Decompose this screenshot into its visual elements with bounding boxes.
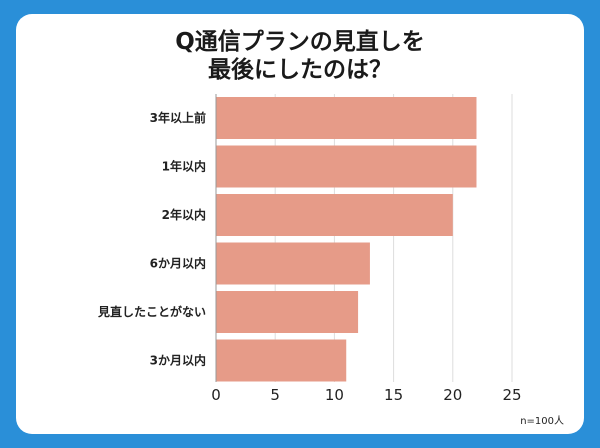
bar-5 [216, 339, 347, 382]
category-label-1: 1年以内 [162, 159, 206, 174]
x-tick-label-3: 15 [384, 386, 403, 404]
bar-2 [216, 194, 453, 236]
bar-3 [216, 242, 370, 285]
x-tick-label-4: 20 [443, 386, 462, 404]
category-label-5: 3か月以内 [150, 353, 206, 368]
sample-size-note: n=100人 [520, 416, 564, 427]
x-tick-label-0: 0 [211, 386, 221, 404]
chart-title: Q通信プランの見直しを 最後にしたのは？ [16, 28, 584, 84]
x-tick-label-5: 25 [502, 386, 521, 404]
bar-1 [216, 145, 477, 188]
category-label-4: 見直したことがない [97, 304, 206, 319]
category-label-0: 3年以上前 [150, 110, 206, 125]
chart-title-line-2: 最後にしたのは？ [208, 57, 392, 83]
bar-4 [216, 291, 359, 333]
chart-title-line-1: Q通信プランの見直しを [175, 29, 425, 55]
category-label-3: 6か月以内 [150, 256, 206, 271]
x-tick-label-1: 5 [270, 386, 280, 404]
x-tick-label-2: 10 [325, 386, 344, 404]
category-label-2: 2年以内 [162, 207, 206, 222]
bar-0 [216, 97, 477, 139]
